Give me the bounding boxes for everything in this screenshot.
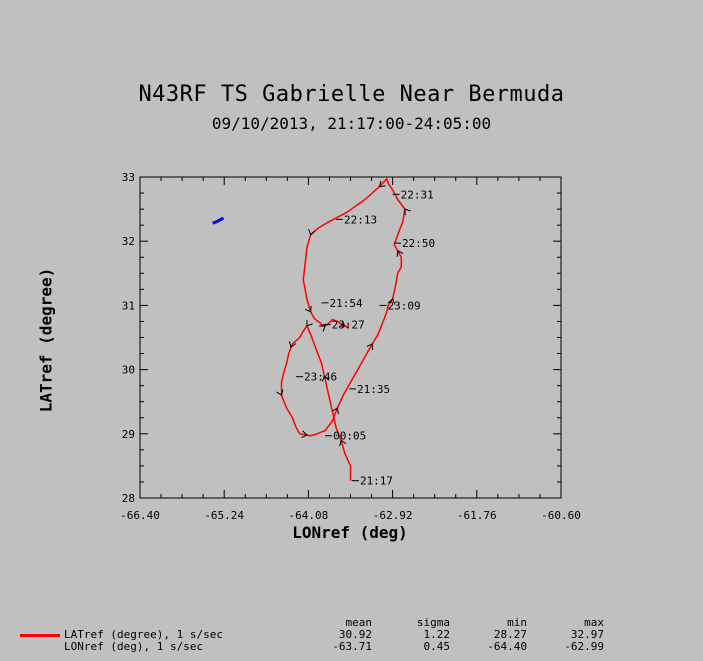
stats-min-lonref: -64.40 <box>487 640 527 653</box>
direction-arrow <box>319 325 326 332</box>
y-tick-label: 33 <box>122 171 135 184</box>
direction-arrow <box>332 407 339 415</box>
direction-arrow <box>387 298 396 305</box>
y-tick-label: 30 <box>122 364 135 377</box>
stats-min-latref: 28.27 <box>493 628 527 641</box>
time-label: 23:09 <box>388 299 421 312</box>
stats-max-lonref: -62.99 <box>564 640 604 653</box>
stats-header-max: max <box>584 616 604 629</box>
time-label: 00:05 <box>333 430 366 443</box>
stats-mean-latref: 30.92 <box>338 628 372 641</box>
x-axis-label: LONref (deg) <box>292 523 408 542</box>
time-label: 21:54 <box>329 297 362 310</box>
time-label: 21:35 <box>357 383 390 396</box>
direction-arrow <box>338 320 346 327</box>
direction-arrow <box>276 389 284 397</box>
direction-arrow <box>288 341 297 348</box>
chart-subtitle: 09/10/2013, 21:17:00-24:05:00 <box>211 114 492 133</box>
direction-arrow <box>396 250 404 257</box>
x-tick-label: -64.08 <box>289 509 329 522</box>
stats-header-row: mean sigma min max <box>20 616 605 629</box>
time-label: 23:46 <box>304 371 337 384</box>
x-tick-label: -62.92 <box>373 509 413 522</box>
y-tick-label: 32 <box>122 235 135 248</box>
stats-label-lonref: LONref (deg), 1 s/sec <box>64 640 204 653</box>
x-tick-label: -60.60 <box>541 509 581 522</box>
x-tick-label: -65.24 <box>204 509 244 522</box>
track-series-2 <box>212 216 225 225</box>
stats-max-latref: 32.97 <box>570 628 604 641</box>
time-label: 22:31 <box>401 188 434 201</box>
time-label: 21:17 <box>360 475 393 488</box>
stats-label-latref: LATref (degree), 1 s/sec <box>64 628 223 641</box>
stats-sigma-lonref: 0.45 <box>423 640 451 653</box>
y-tick-label: 28 <box>122 492 135 505</box>
direction-arrow <box>304 305 312 313</box>
stats-header-min: min <box>507 616 527 629</box>
direction-arrow <box>378 180 386 188</box>
stats-legend: mean sigma min max LATref (degree), 1 s/… <box>20 617 604 653</box>
direction-arrow <box>366 343 374 350</box>
time-label: 22:50 <box>402 237 435 250</box>
track-series-1 <box>280 178 406 481</box>
legend-swatch-latref <box>20 633 60 637</box>
direction-arrow <box>404 208 411 216</box>
x-tick-label: -61.76 <box>457 509 497 522</box>
direction-arrow <box>339 439 347 447</box>
time-label: 23:27 <box>332 319 365 332</box>
stats-sigma-latref: 1.22 <box>423 628 451 641</box>
stats-row-latref: LATref (degree), 1 s/sec 30.92 1.22 28.2… <box>20 629 604 641</box>
stats-header-mean: mean <box>345 616 373 629</box>
direction-arrow <box>308 228 316 236</box>
y-tick-label: 29 <box>122 428 135 441</box>
direction-arrow <box>301 430 308 439</box>
direction-arrow <box>306 319 313 327</box>
time-label: 22:13 <box>344 213 377 226</box>
y-tick-label: 31 <box>122 299 135 312</box>
chart-title: N43RF TS Gabrielle Near Bermuda <box>138 82 565 107</box>
direction-arrow <box>321 375 330 382</box>
x-tick-label: -66.40 <box>120 509 160 522</box>
stats-mean-lonref: -63.71 <box>332 640 372 653</box>
stats-row-lonref: LONref (deg), 1 s/sec -63.71 0.45 -64.40… <box>20 641 604 653</box>
stats-header-sigma: sigma <box>416 616 450 629</box>
